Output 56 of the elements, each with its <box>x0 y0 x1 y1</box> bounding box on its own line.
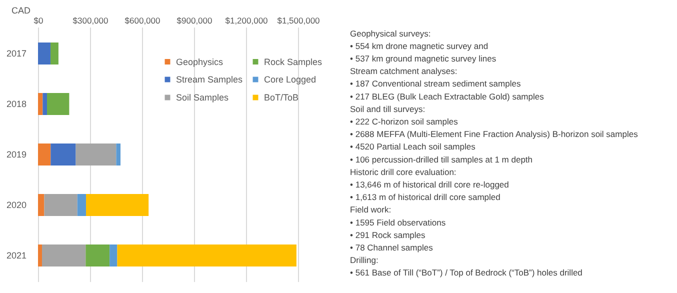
text: Drilling: <box>350 255 378 266</box>
text: Field work: <box>350 204 392 215</box>
bar <box>86 194 149 216</box>
text: • 78 Channel samples <box>350 242 433 252</box>
bar <box>117 244 296 266</box>
x-tick-label: $300,000 <box>72 16 108 26</box>
y-tick-label: 2018 <box>6 99 26 110</box>
text: • 561 Base of Till (“BoT”) / Top of Bedrock (“ToB”) holes drilled <box>350 268 583 278</box>
text: • 187 Conventional stream sediment samples <box>350 78 521 89</box>
bar <box>77 194 86 216</box>
legend-label: Core Logged <box>264 74 316 84</box>
text: • 554 km drone magnetic survey and <box>350 40 488 51</box>
bar <box>50 42 58 65</box>
y-tick-label: 2017 <box>6 48 26 59</box>
text: • 1,613 m of historical drill core sampled <box>350 192 501 202</box>
y-tick-label: 2021 <box>6 250 26 260</box>
x-tick-label: $600,000 <box>124 16 160 26</box>
text: Soil and till surveys: <box>350 104 426 114</box>
bar <box>86 244 110 266</box>
text: • 106 percussion-drilled till samples at 1 m depth <box>350 154 533 164</box>
bar <box>38 144 51 166</box>
text: • 4520 Partial Leach soil samples <box>350 142 476 152</box>
x-tick-label: $0 <box>34 16 44 26</box>
bar <box>38 244 42 266</box>
legend-label: Stream Samples <box>176 74 244 84</box>
text: • 2688 MEFFA (Multi-Element Fine Fraction Analysis) B-horizon soil samples <box>350 129 638 140</box>
bar <box>38 42 50 65</box>
bar <box>42 93 48 116</box>
y-tick-label: 2020 <box>6 200 26 210</box>
text: • 217 BLEG (Bulk Leach Extractable Gold) samples <box>350 91 544 102</box>
bar <box>38 194 44 216</box>
y-axis-title: CAD <box>11 6 31 16</box>
legend-label: BoT/ToB <box>264 92 299 102</box>
legend-label: Soil Samples <box>176 92 230 102</box>
bar <box>42 244 86 266</box>
x-tick-label: $1,200,000 <box>225 16 268 26</box>
text: • 291 Rock samples <box>350 230 426 240</box>
text: Historic drill core evaluation: <box>350 166 456 177</box>
bar <box>44 194 78 216</box>
text: • 13,646 m of historical drill core re-logged <box>350 180 510 190</box>
x-tick-label: $1,500,000 <box>277 16 320 26</box>
text: • 1595 Field observations <box>350 217 446 228</box>
bar <box>47 93 70 116</box>
text: • 222 C-horizon soil samples <box>350 116 458 126</box>
text: • 537 km ground magnetic survey lines <box>350 54 496 64</box>
text: Geophysical surveys: <box>350 28 431 38</box>
bar <box>116 144 121 166</box>
bar <box>38 93 43 116</box>
legend-label: Geophysics <box>176 56 224 67</box>
legend-label: Rock Samples <box>264 56 323 67</box>
text: Stream catchment analyses: <box>350 66 458 76</box>
bar <box>76 144 116 166</box>
x-tick-label: $900,000 <box>176 16 212 26</box>
bar <box>50 144 76 166</box>
bar <box>110 244 118 266</box>
y-tick-label: 2019 <box>6 150 26 160</box>
